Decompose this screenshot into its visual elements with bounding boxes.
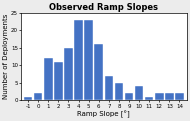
Bar: [145, 97, 154, 100]
Bar: [44, 58, 53, 100]
X-axis label: Ramp Slope [°]: Ramp Slope [°]: [77, 110, 130, 117]
Bar: [94, 44, 103, 100]
Bar: [64, 48, 73, 100]
Bar: [74, 20, 83, 100]
Bar: [115, 83, 123, 100]
Bar: [175, 93, 184, 100]
Title: Observed Ramp Slopes: Observed Ramp Slopes: [49, 4, 158, 12]
Bar: [105, 76, 113, 100]
Bar: [34, 93, 43, 100]
Bar: [84, 20, 93, 100]
Bar: [54, 62, 63, 100]
Y-axis label: Number of Deployments: Number of Deployments: [3, 14, 10, 99]
Bar: [165, 93, 174, 100]
Bar: [125, 93, 133, 100]
Bar: [24, 97, 32, 100]
Bar: [135, 86, 143, 100]
Bar: [155, 93, 164, 100]
